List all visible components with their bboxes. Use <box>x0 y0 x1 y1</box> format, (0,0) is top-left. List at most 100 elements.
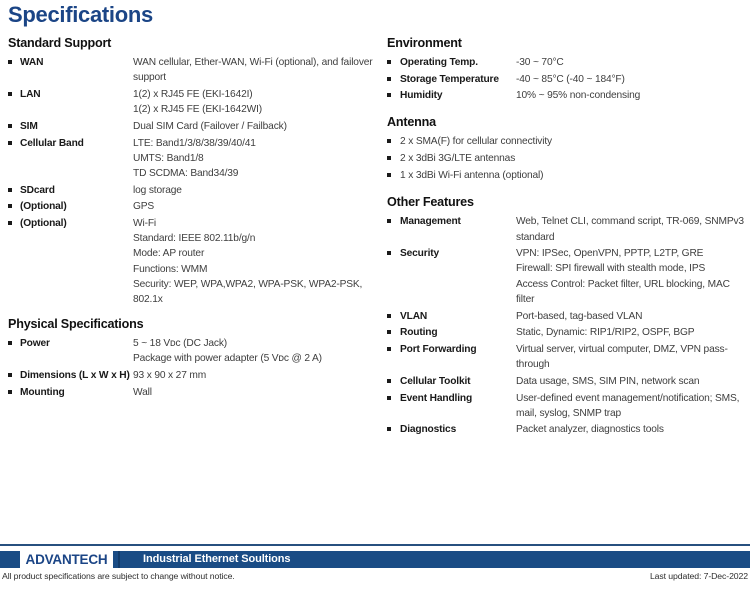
bullet-icon <box>8 341 12 346</box>
bullet-icon <box>8 389 12 394</box>
spec-row-sdcard: SDcard log storage <box>8 183 374 198</box>
spec-row-storage-temp: Storage Temperature -40 ~ 85°C (-40 ~ 18… <box>387 72 744 87</box>
footer-updated: Last updated: 7-Dec-2022 <box>649 571 748 581</box>
bullet-icon <box>8 373 12 378</box>
section-heading: Environment <box>387 36 462 50</box>
antenna-bullet-item: 1 x 3dBi Wi-Fi antenna (optional) <box>387 168 744 184</box>
spec-value: 1(2) x RJ45 FE (EKI-1642I) 1(2) x RJ45 F… <box>133 88 262 116</box>
spec-row-security: Security VPN: IPSec, OpenVPN, PPTP, L2TP… <box>387 246 744 307</box>
spec-value: -30 ~ 70°C <box>516 57 564 68</box>
spec-value: -40 ~ 85°C (-40 ~ 184°F) <box>516 73 625 85</box>
section-heading: Standard Support <box>8 36 112 50</box>
spec-row-mounting: Mounting Wall <box>8 385 374 400</box>
spec-label: Cellular Band <box>20 137 84 149</box>
spec-row-cellular-toolkit: Cellular Toolkit Data usage, SMS, SIM PI… <box>387 374 744 389</box>
section-heading: Other Features <box>387 195 474 210</box>
bullet-icon <box>387 219 391 224</box>
spec-label: Mounting <box>20 386 65 398</box>
spec-value: Dual SIM Card (Failover / Failback) <box>133 120 287 132</box>
spec-row-management: Management Web, Telnet CLI, command scri… <box>387 214 744 244</box>
spec-value: User-defined event management/notificati… <box>516 392 740 419</box>
spec-row-routing: Routing Static, Dynamic: RIP1/RIP2, OSPF… <box>387 325 744 340</box>
advantech-logo-text: ADVANTECH <box>25 551 108 567</box>
spec-row-operating-temp: Operating Temp. -30 ~ 70°C <box>387 55 744 70</box>
spec-row-optional-wifi: (Optional) Wi-Fi Standard: IEEE 802.11b/… <box>8 216 374 307</box>
bullet-icon <box>8 140 12 145</box>
spec-value: LTE: Band1/3/8/38/39/40/41 UMTS: Band1/8… <box>133 137 256 179</box>
bullet-icon <box>387 138 391 143</box>
spec-label: Routing <box>400 327 438 339</box>
spec-value: VPN: IPSec, OpenVPN, PPTP, L2TP, GRE Fir… <box>516 248 730 305</box>
section-physical-specifications: Physical Specifications Power 5 ~ 18 Vᴅᴄ… <box>8 317 374 400</box>
spec-label: (Optional) <box>20 218 67 230</box>
spec-label: Event Handling <box>400 392 473 404</box>
footer-bar: ADVANTECH Industrial Ethernet Soultions <box>0 549 750 569</box>
footer-bar-divider <box>118 551 120 568</box>
spec-row-lan: LAN 1(2) x RJ45 FE (EKI-1642I) 1(2) x RJ… <box>8 87 374 117</box>
footer-note: All product specifications are subject t… <box>2 571 235 581</box>
spec-row-vlan: VLAN Port-based, tag-based VLAN <box>387 309 744 324</box>
spec-row-humidity: Humidity 10% ~ 95% non-condensing <box>387 88 744 103</box>
bullet-icon <box>8 91 12 96</box>
spec-row-optional-gps: (Optional) GPS <box>8 199 374 214</box>
spec-label: (Optional) <box>20 201 67 213</box>
spec-row-sim: SIM Dual SIM Card (Failover / Failback) <box>8 119 374 134</box>
spec-label: Security <box>400 248 440 260</box>
spec-label: Management <box>400 216 461 228</box>
spec-label: Operating Temp. <box>400 57 478 68</box>
spec-label: Diagnostics <box>400 424 457 436</box>
spec-row-diagnostics: Diagnostics Packet analyzer, diagnostics… <box>387 422 744 437</box>
spec-row-event-handling: Event Handling User-defined event manage… <box>387 391 744 421</box>
bullet-icon <box>387 93 391 98</box>
bullet-icon <box>387 60 391 64</box>
section-heading: Physical Specifications <box>8 317 144 332</box>
spec-label: LAN <box>20 88 41 100</box>
section-heading: Antenna <box>387 114 436 129</box>
bullet-icon <box>387 330 391 335</box>
spec-label: Humidity <box>400 90 443 102</box>
spec-label: Storage Temperature <box>400 73 499 85</box>
spec-label: Port Forwarding <box>400 343 477 355</box>
bullet-icon <box>387 173 391 178</box>
spec-label: VLAN <box>400 310 428 322</box>
spec-value: Packet analyzer, diagnostics tools <box>516 424 664 436</box>
footer-banner-title: Industrial Ethernet Soultions <box>143 553 291 566</box>
advantech-logo: ADVANTECH <box>20 549 113 569</box>
bullet-icon <box>387 313 391 318</box>
section-other-features: Other Features Management Web, Telnet CL… <box>387 195 744 437</box>
bullet-icon <box>8 221 12 226</box>
spec-value: Wall <box>133 386 152 398</box>
spec-value: Port-based, tag-based VLAN <box>516 310 643 322</box>
spec-value: Wi-Fi Standard: IEEE 802.11b/g/n Mode: A… <box>133 218 363 306</box>
spec-label: SIM <box>20 120 38 132</box>
spec-row-dimensions: Dimensions (L x W x H) 93 x 90 x 27 mm <box>8 368 374 383</box>
spec-row-port-forwarding: Port Forwarding Virtual server, virtual … <box>387 342 744 372</box>
spec-row-wan: WAN WAN cellular, Ether-WAN, Wi-Fi (opti… <box>8 55 374 85</box>
bullet-icon <box>387 378 391 383</box>
bullet-icon <box>387 251 391 256</box>
antenna-bullet-text: 2 x 3dBi 3G/LTE antennas <box>400 153 516 165</box>
bullet-icon <box>387 395 391 400</box>
bullet-icon <box>387 156 391 161</box>
spec-value: Web, Telnet CLI, command script, TR-069,… <box>516 216 744 243</box>
right-column: Environment Operating Temp. -30 ~ 70°C S… <box>387 36 744 439</box>
section-antenna: Antenna 2 x SMA(F) for cellular connecti… <box>387 115 744 185</box>
page-title: Specifications <box>8 2 153 27</box>
spec-value: log storage <box>133 184 182 196</box>
bullet-icon <box>387 76 391 81</box>
spec-label: Power <box>20 338 50 350</box>
spec-value: Virtual server, virtual computer, DMZ, V… <box>516 343 728 371</box>
bullet-icon <box>8 123 12 128</box>
spec-label: Dimensions (L x W x H) <box>20 370 130 382</box>
antenna-bullet-text: 2 x SMA(F) for cellular connectivity <box>400 135 552 147</box>
left-column: Standard Support WAN WAN cellular, Ether… <box>8 36 374 402</box>
spec-value: Data usage, SMS, SIM PIN, network scan <box>516 375 700 387</box>
antenna-bullet-text: 1 x 3dBi Wi-Fi antenna (optional) <box>400 170 544 182</box>
bullet-icon <box>8 204 12 209</box>
spec-value: Static, Dynamic: RIP1/RIP2, OSPF, BGP <box>516 327 695 339</box>
bullet-icon <box>8 60 12 64</box>
bullet-icon <box>387 427 391 432</box>
bullet-icon <box>8 187 12 192</box>
footer-divider-line <box>0 544 750 546</box>
